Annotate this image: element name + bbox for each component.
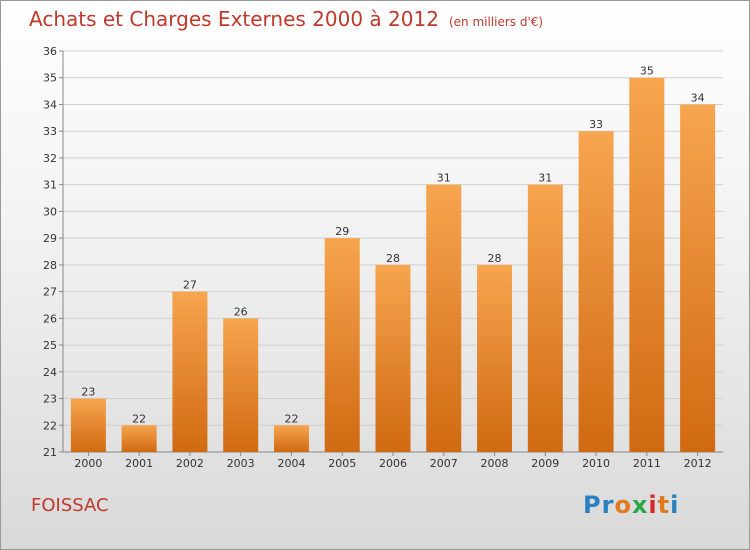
value-label-2009: 31 [538,172,552,185]
x-tick-label-2011: 2011 [633,457,661,470]
value-label-2012: 34 [691,91,705,104]
x-tick-label-2007: 2007 [430,457,458,470]
y-tick-label: 24 [43,366,57,379]
y-tick-label: 36 [43,45,57,58]
value-label-2003: 26 [234,305,248,318]
y-tick-label: 23 [43,393,57,406]
bar-2008 [477,264,513,452]
y-tick-label: 21 [43,446,57,459]
y-tick-label: 33 [43,125,57,138]
bar-2003 [223,318,259,452]
x-tick-label-2000: 2000 [74,457,102,470]
logo-letter: o [614,491,632,519]
bar-2006 [375,264,411,452]
x-tick-label-2004: 2004 [277,457,305,470]
bar-2002 [172,291,208,452]
y-tick-label: 35 [43,72,57,85]
x-tick-label-2003: 2003 [227,457,255,470]
y-tick-label: 28 [43,259,57,272]
x-tick-label-2005: 2005 [328,457,356,470]
bar-2012 [680,104,716,452]
chart-title: Achats et Charges Externes 2000 à 2012 (e… [29,7,543,31]
logo-letter: i [648,491,658,519]
x-tick-label-2009: 2009 [531,457,559,470]
x-tick-label-2001: 2001 [125,457,153,470]
y-tick-label: 34 [43,98,57,111]
value-label-2004: 22 [284,412,298,425]
value-label-2008: 28 [488,252,502,265]
labels: 21 22 23 24 25 26 27 28 29 30 31 32 33 34 35 36 23 2000 22… [43,45,712,470]
proxiti-logo: Proxiti [583,491,679,519]
bar-2011 [629,77,665,452]
value-label-2010: 33 [589,118,603,131]
bar-2004 [273,425,309,452]
logo-letter: i [670,491,680,519]
chart-unit: (en milliers d'€) [448,15,544,29]
x-tick-label-2008: 2008 [481,457,509,470]
chart-title-text: Achats et Charges Externes 2000 à 2012 [29,7,439,31]
commune-name: FOISSAC [31,495,109,516]
value-label-2011: 35 [640,65,654,78]
y-tick-label: 30 [43,205,57,218]
value-label-2002: 27 [183,279,197,292]
x-tick-label-2010: 2010 [582,457,610,470]
value-label-2007: 31 [437,172,451,185]
bar-2007 [426,184,462,452]
bar-2001 [121,425,157,452]
bar-2005 [324,238,360,452]
logo-letter: r [601,491,615,519]
x-tick-label-2002: 2002 [176,457,204,470]
logo-letter: t [657,491,671,519]
y-tick-label: 27 [43,286,57,299]
x-tick-label-2006: 2006 [379,457,407,470]
y-tick-label: 25 [43,339,57,352]
bar-2000 [70,398,106,452]
logo-letter: P [583,491,602,519]
bars [70,77,716,452]
value-label-2005: 29 [335,225,349,238]
y-tick-label: 22 [43,419,57,432]
value-label-2001: 22 [132,412,146,425]
logo-letter: x [631,491,649,519]
x-tick-label-2012: 2012 [684,457,712,470]
y-tick-label: 26 [43,312,57,325]
value-label-2006: 28 [386,252,400,265]
y-tick-label: 31 [43,179,57,192]
y-tick-label: 29 [43,232,57,245]
bar-2009 [527,184,563,452]
value-label-2000: 23 [81,386,95,399]
y-tick-label: 32 [43,152,57,165]
bar-2010 [578,131,614,452]
